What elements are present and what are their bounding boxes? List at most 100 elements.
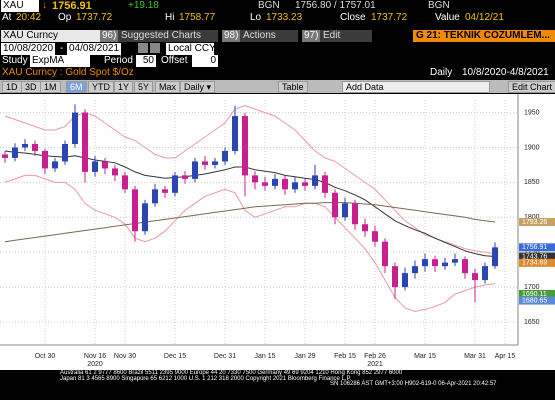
- stat-value: 1737.72: [371, 12, 408, 23]
- candle-body: [242, 116, 248, 176]
- candle-body: [482, 266, 488, 281]
- candle-body: [292, 182, 298, 190]
- candle-body: [362, 224, 368, 232]
- candle-body: [322, 175, 328, 193]
- x-tick-label: Apr 15: [495, 353, 516, 360]
- security-input[interactable]: XAU Curncy: [1, 30, 100, 42]
- x-tick-label: Mar 31: [464, 353, 486, 360]
- menu-number[interactable]: 98): [222, 30, 241, 42]
- y-tick-label: 1900: [524, 144, 540, 151]
- period-button[interactable]: 1M: [40, 81, 61, 93]
- x-tick-label: Dec 15: [164, 353, 186, 360]
- candle-body: [392, 266, 398, 288]
- period-button[interactable]: YTD: [88, 81, 114, 93]
- year-label: 2020: [87, 361, 103, 368]
- period-input[interactable]: 50: [136, 55, 156, 67]
- candle-body: [402, 273, 408, 288]
- period-button[interactable]: 1D: [2, 81, 22, 93]
- price-tag: [519, 252, 555, 261]
- candle-body: [262, 182, 268, 186]
- date-range: 10/8/2020-4/8/2021: [462, 67, 549, 78]
- frequency: Daily: [430, 67, 453, 78]
- stat-value: 04/12/21: [465, 12, 504, 23]
- offset-input[interactable]: 0: [192, 55, 218, 67]
- candle-body: [312, 175, 318, 186]
- price-tag-label: 1690.11: [522, 291, 547, 298]
- edit-chart-button[interactable]: Edit Chart: [508, 81, 555, 93]
- menu-button[interactable]: Actions: [240, 30, 298, 42]
- y-tick-label: 1800: [524, 214, 540, 221]
- menu-number[interactable]: 96): [100, 30, 119, 42]
- price-tag: [519, 217, 555, 226]
- candle-body: [72, 112, 78, 144]
- candle-body: [442, 262, 448, 267]
- x-tick-label: Jan 29: [294, 353, 315, 360]
- arrow: ↓: [42, 0, 47, 11]
- candle-body: [62, 143, 68, 162]
- start-date[interactable]: 10/08/2020: [1, 43, 56, 55]
- price-tag-label: 1743.76: [522, 253, 547, 260]
- period-button[interactable]: 3D: [21, 81, 41, 93]
- add-data-input[interactable]: Add Data: [342, 81, 490, 93]
- y-tick-label: 1950: [524, 109, 540, 116]
- year-label: 2021: [367, 361, 383, 368]
- calendar-icon[interactable]: [150, 43, 160, 53]
- candle-body: [462, 259, 468, 274]
- currency-select[interactable]: Local CCY: [166, 43, 216, 55]
- chart-background: [0, 94, 555, 370]
- price-tag-label: 1793.26: [522, 219, 547, 226]
- period-button[interactable]: Daily ▾: [180, 81, 216, 93]
- candle-body: [52, 161, 58, 169]
- page-title: G 21: TEKNIK COZUMLEM...: [413, 30, 555, 42]
- x-tick-label: Nov 16: [84, 353, 106, 360]
- x-tick-label: Mar 15: [414, 353, 436, 360]
- offset-label: Offset: [161, 55, 188, 66]
- footer-line: SN 106286 AST GMT+3:00 H902-619-0 06-Apr…: [330, 381, 497, 387]
- candle-body: [82, 112, 88, 172]
- study-select[interactable]: ExpMA: [30, 55, 90, 67]
- candle-body: [142, 203, 148, 232]
- candle-body: [282, 178, 288, 190]
- candle-body: [172, 175, 178, 193]
- source: BGN: [428, 0, 450, 11]
- period-button[interactable]: 1Y: [114, 81, 134, 93]
- candle-body: [182, 175, 188, 179]
- x-tick-label: Nov 30: [114, 353, 136, 360]
- footer-line: Japan 81 3 4565 8900 Singapore 65 6212 1…: [60, 376, 352, 382]
- candle-body: [342, 203, 348, 218]
- description: XAU Curncy : Gold Spot $/Oz: [2, 67, 134, 78]
- period-button[interactable]: 6M: [66, 81, 87, 93]
- candle-body: [352, 203, 358, 225]
- candle-body: [12, 147, 18, 158]
- period-button[interactable]: Max: [155, 81, 181, 93]
- table-button[interactable]: Table: [278, 81, 308, 93]
- period-button[interactable]: 5Y: [134, 81, 154, 93]
- candle-body: [302, 182, 308, 186]
- candle-body: [132, 189, 138, 232]
- candle-body: [222, 150, 228, 162]
- menu-button[interactable]: Suggested Charts: [118, 30, 218, 42]
- calendar-icon[interactable]: [138, 43, 148, 53]
- candle-body: [472, 273, 478, 281]
- stat-value: 20:42: [16, 12, 42, 23]
- price-tag: [519, 243, 555, 252]
- candle-body: [332, 192, 338, 218]
- ticker-input[interactable]: XAU: [1, 0, 39, 12]
- stat-value: 1758.77: [179, 12, 216, 23]
- menu-number[interactable]: 97): [302, 30, 321, 42]
- candle-body: [202, 161, 208, 165]
- overlay-line: [4, 174, 496, 313]
- price-tag-label: 1756.91: [522, 244, 547, 251]
- y-tick-label: 1750: [524, 249, 540, 256]
- x-tick-label: Feb 26: [364, 353, 386, 360]
- end-date[interactable]: 04/08/2021: [67, 43, 122, 55]
- price-tag: [519, 258, 555, 267]
- y-tick-label: 1850: [524, 179, 540, 186]
- candle-body: [432, 259, 438, 267]
- x-tick-label: Oct 30: [35, 353, 56, 360]
- menu-button[interactable]: Edit: [320, 30, 372, 42]
- y-tick-label: 1700: [524, 284, 540, 291]
- stat-value: 1737.72: [76, 12, 113, 23]
- candle-body: [382, 241, 388, 267]
